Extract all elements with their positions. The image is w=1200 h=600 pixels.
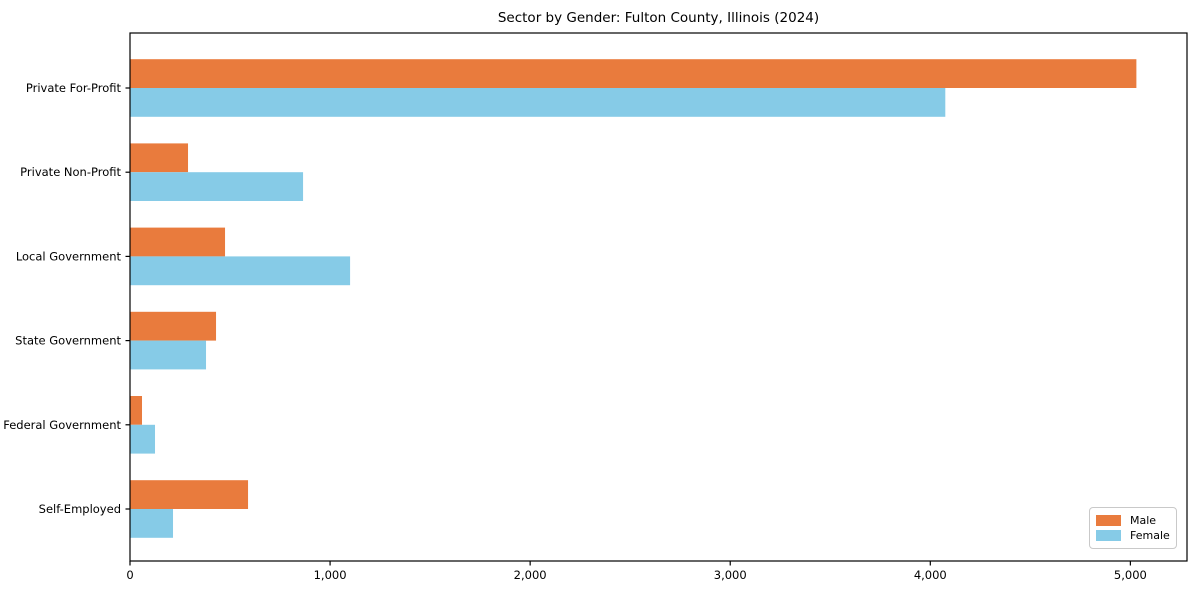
plot-border [129,32,1188,562]
male-color-swatch [1096,515,1121,526]
y-tick-label: Private Non-Profit [20,165,121,179]
y-tick-label: Federal Government [3,418,121,432]
x-tick-label: 0 [126,568,133,582]
chart-title: Sector by Gender: Fulton County, Illinoi… [497,10,820,26]
y-tick-label: Self-Employed [39,502,121,516]
female-color-swatch [1096,530,1121,541]
legend-label-female: Female [1130,529,1170,542]
x-tick-label: 5,000 [1114,568,1147,582]
bar-female-5 [130,424,156,454]
x-tick-label: 2,000 [514,568,547,582]
bar-female-1 [130,88,946,117]
bar-male-6 [130,480,249,509]
legend: Male Female [1089,507,1177,549]
bar-male-2 [130,143,189,173]
y-tick-label: Private For-Profit [26,81,122,95]
legend-item-male: Male [1096,515,1170,526]
bar-female-4 [130,340,207,370]
legend-label-male: Male [1130,514,1157,527]
bar-male-5 [130,396,143,425]
x-tick-label: 3,000 [714,568,747,582]
bar-male-4 [130,311,217,341]
y-tick-label: Local Government [16,249,122,263]
bar-female-3 [130,256,351,286]
x-tick-label: 1,000 [314,568,347,582]
bar-female-2 [130,172,304,201]
bar-female-6 [130,509,174,538]
legend-item-female: Female [1096,530,1170,541]
x-tick-label: 4,000 [914,568,947,582]
bar-male-3 [130,227,226,257]
bar-male-1 [130,59,1137,88]
y-tick-label: State Government [15,334,121,348]
